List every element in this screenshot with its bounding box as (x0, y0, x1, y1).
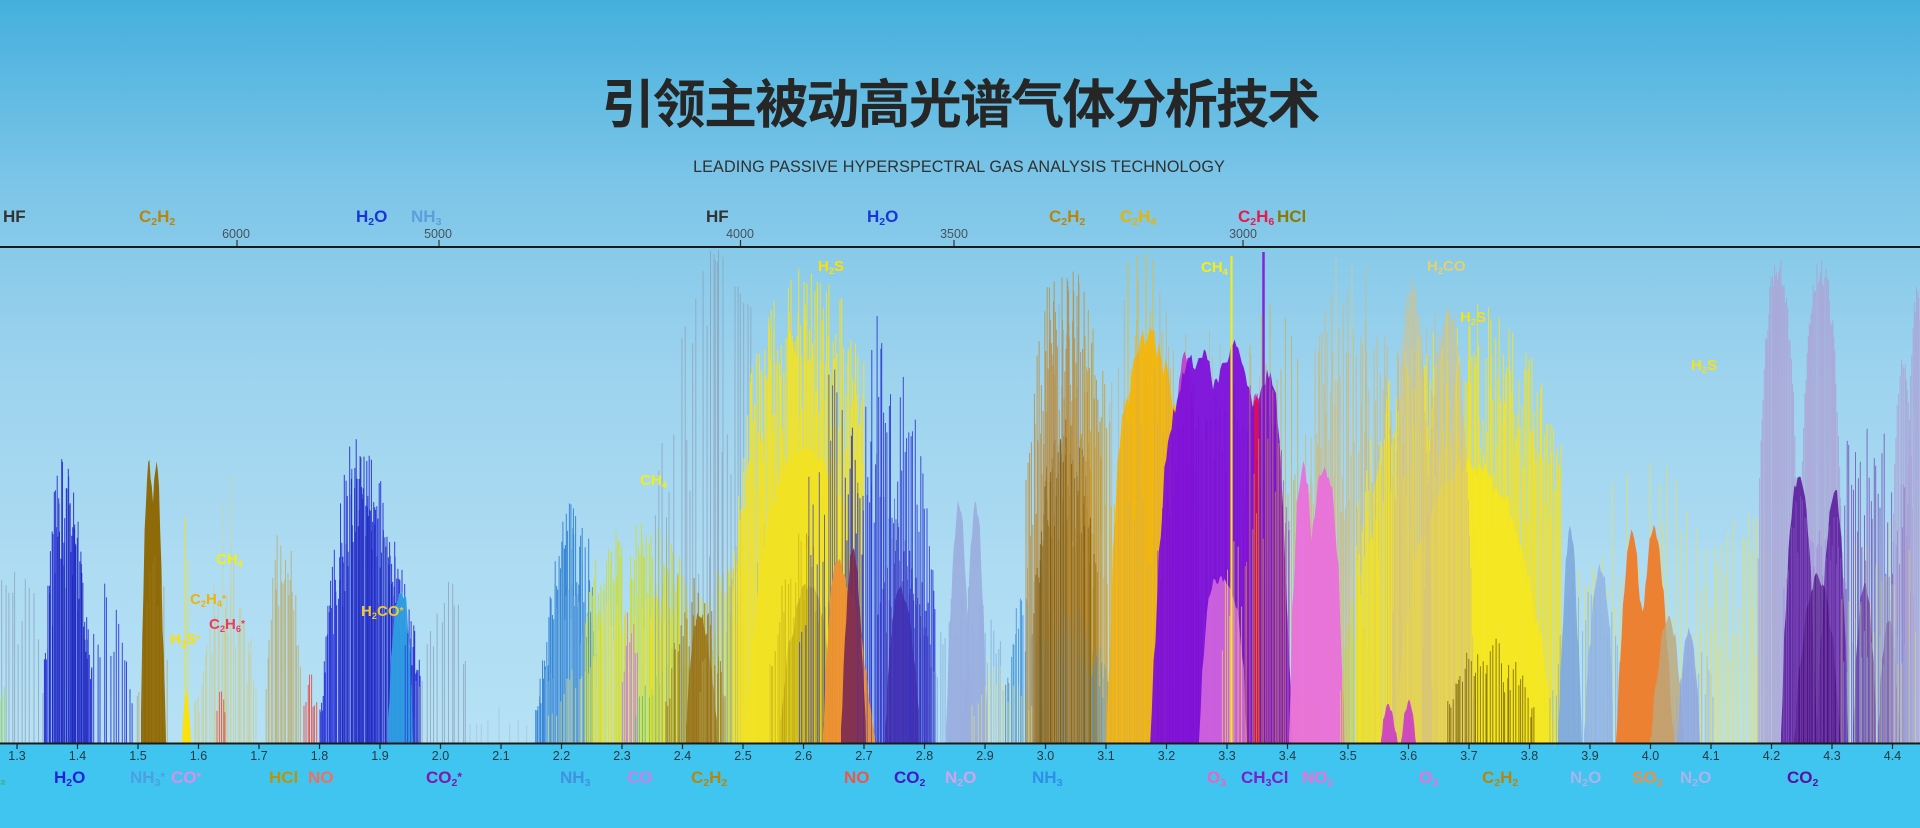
svg-text:₂: ₂ (0, 772, 6, 787)
svg-text:CO2*: CO2* (426, 768, 462, 789)
svg-text:N2O: N2O (1680, 768, 1711, 789)
svg-text:NO: NO (844, 768, 870, 787)
svg-text:HCl: HCl (1277, 207, 1306, 226)
svg-text:4.3: 4.3 (1823, 749, 1840, 763)
svg-text:C2H6*: C2H6* (209, 616, 246, 634)
svg-text:N2O: N2O (945, 768, 976, 789)
svg-text:O3: O3 (1207, 768, 1226, 789)
svg-text:C2H2: C2H2 (1049, 207, 1085, 228)
svg-text:3.2: 3.2 (1158, 749, 1175, 763)
svg-text:LEADING PASSIVE HYPERSPECTRAL: LEADING PASSIVE HYPERSPECTRAL GAS ANALYS… (693, 158, 1225, 176)
svg-text:3.5: 3.5 (1339, 749, 1356, 763)
svg-text:NH3: NH3 (411, 207, 442, 228)
svg-text:H2CO*: H2CO* (361, 603, 405, 621)
svg-text:3.4: 3.4 (1279, 749, 1296, 763)
svg-text:4.4: 4.4 (1884, 749, 1901, 763)
svg-text:H2O: H2O (54, 768, 85, 789)
svg-text:3.8: 3.8 (1521, 749, 1538, 763)
svg-text:C2H6: C2H6 (1238, 207, 1274, 228)
svg-text:C2H2: C2H2 (1482, 768, 1518, 789)
svg-text:2.3: 2.3 (613, 749, 630, 763)
svg-text:6000: 6000 (222, 227, 250, 241)
svg-text:1.8: 1.8 (311, 749, 328, 763)
svg-text:4.1: 4.1 (1702, 749, 1719, 763)
svg-text:2.2: 2.2 (553, 749, 570, 763)
svg-text:1.6: 1.6 (190, 749, 207, 763)
svg-text:H2CO: H2CO (1427, 258, 1466, 276)
svg-text:4.0: 4.0 (1642, 749, 1659, 763)
svg-text:2.7: 2.7 (855, 749, 872, 763)
svg-text:2.8: 2.8 (916, 749, 933, 763)
svg-text:1.5: 1.5 (129, 749, 146, 763)
svg-text:H2O: H2O (867, 207, 898, 228)
svg-text:H2S: H2S (1691, 357, 1717, 375)
svg-text:NO: NO (308, 768, 334, 787)
svg-text:HCl: HCl (269, 768, 298, 787)
svg-text:NH3: NH3 (1032, 768, 1063, 789)
svg-text:H2S: H2S (818, 258, 844, 276)
svg-text:CO2: CO2 (894, 768, 926, 789)
svg-text:C2H4*: C2H4* (190, 591, 227, 609)
svg-text:NH3: NH3 (560, 768, 591, 789)
svg-text:3500: 3500 (940, 227, 968, 241)
svg-text:HF: HF (3, 207, 26, 226)
svg-text:3.3: 3.3 (1218, 749, 1235, 763)
svg-text:4000: 4000 (726, 227, 754, 241)
svg-text:3000: 3000 (1229, 227, 1257, 241)
svg-text:H2O: H2O (356, 207, 387, 228)
svg-text:CO: CO (627, 768, 653, 787)
svg-text:NH3*: NH3* (130, 768, 165, 789)
svg-text:CH4: CH4 (640, 472, 668, 490)
svg-text:C2H2: C2H2 (139, 207, 175, 228)
svg-text:5000: 5000 (424, 227, 452, 241)
svg-text:2.0: 2.0 (432, 749, 449, 763)
svg-text:1.9: 1.9 (371, 749, 388, 763)
svg-text:CO2: CO2 (1787, 768, 1819, 789)
svg-text:SO2: SO2 (1632, 768, 1663, 789)
svg-text:2.9: 2.9 (976, 749, 993, 763)
svg-text:1.3: 1.3 (8, 749, 25, 763)
svg-text:CO*: CO* (171, 768, 202, 787)
svg-text:4.2: 4.2 (1763, 749, 1780, 763)
svg-text:3.1: 3.1 (1097, 749, 1114, 763)
svg-text:3.0: 3.0 (1037, 749, 1054, 763)
svg-text:CH3Cl: CH3Cl (1241, 768, 1288, 789)
svg-text:H2S*: H2S* (170, 631, 201, 649)
svg-text:2.4: 2.4 (674, 749, 691, 763)
svg-text:CH4: CH4 (1201, 259, 1229, 277)
svg-text:1.4: 1.4 (69, 749, 86, 763)
svg-text:H2S: H2S (1460, 309, 1486, 327)
svg-text:3.9: 3.9 (1581, 749, 1598, 763)
svg-text:C2H4: C2H4 (1120, 207, 1156, 228)
svg-text:N2O: N2O (1570, 768, 1601, 789)
svg-text:O3: O3 (1419, 768, 1438, 789)
svg-text:1.7: 1.7 (250, 749, 267, 763)
svg-text:2.6: 2.6 (795, 749, 812, 763)
svg-text:2.5: 2.5 (734, 749, 751, 763)
svg-text:3.6: 3.6 (1400, 749, 1417, 763)
svg-text:NO2: NO2 (1302, 768, 1334, 789)
svg-text:C2H2: C2H2 (691, 768, 727, 789)
svg-text:CH4: CH4 (216, 551, 244, 569)
svg-text:3.7: 3.7 (1460, 749, 1477, 763)
svg-text:2.1: 2.1 (492, 749, 509, 763)
svg-text:HF: HF (706, 207, 729, 226)
